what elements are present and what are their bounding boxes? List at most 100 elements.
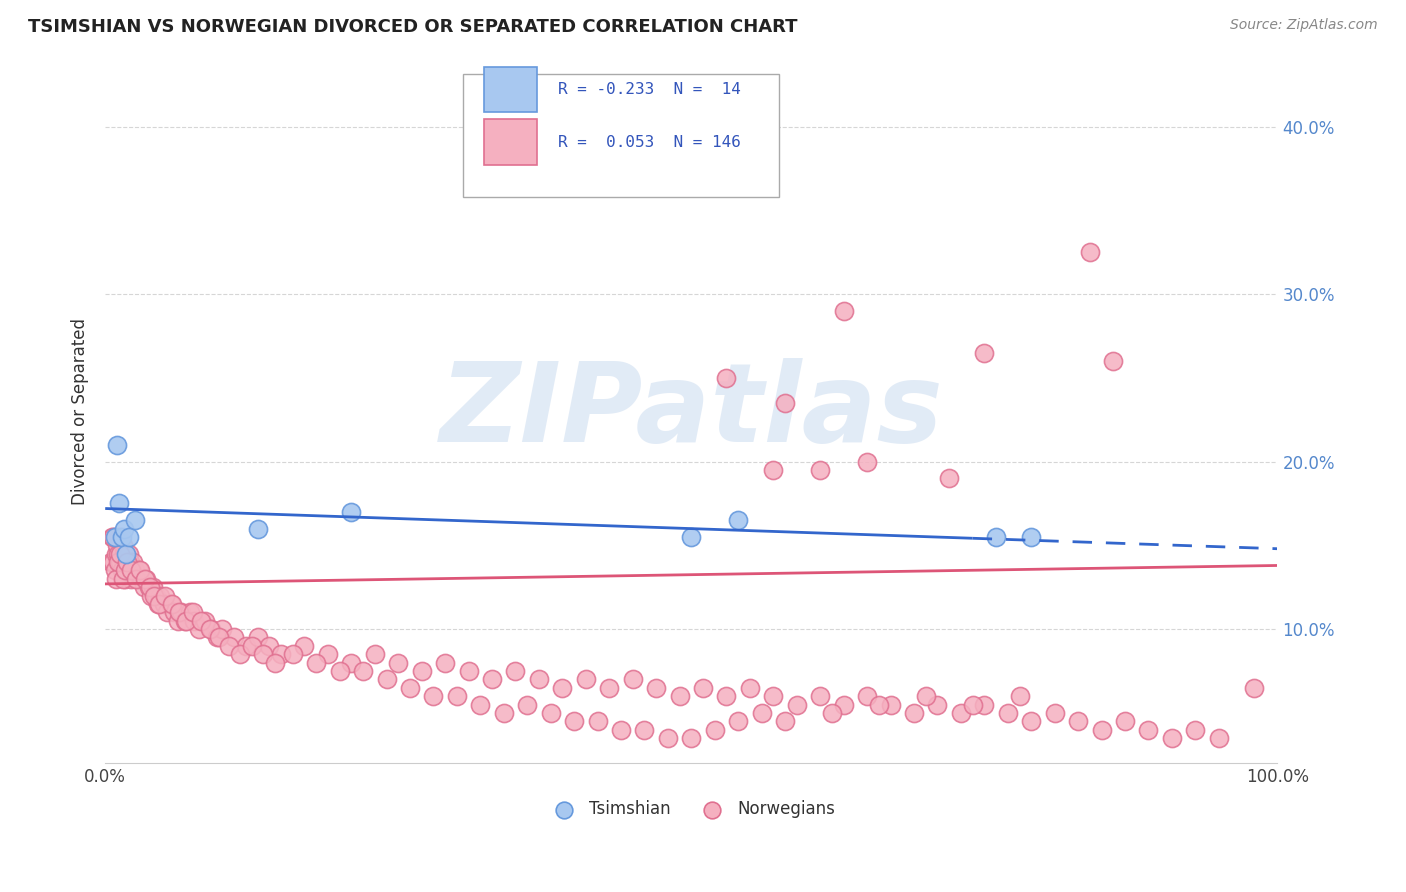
Point — [240, 639, 263, 653]
Point — [134, 572, 156, 586]
Point — [1184, 723, 1206, 737]
Point — [252, 647, 274, 661]
Point — [148, 597, 170, 611]
Point — [727, 714, 749, 729]
Point — [329, 664, 352, 678]
Point — [107, 555, 129, 569]
Point — [111, 530, 134, 544]
Point — [527, 673, 550, 687]
Point — [146, 597, 169, 611]
Point — [181, 606, 204, 620]
Point — [422, 689, 444, 703]
Point — [179, 606, 201, 620]
Point — [117, 564, 139, 578]
Point — [145, 589, 167, 603]
Point — [110, 555, 132, 569]
Point — [194, 614, 217, 628]
Point — [949, 706, 972, 720]
Point — [703, 723, 725, 737]
Point — [135, 572, 157, 586]
Point — [786, 698, 808, 712]
Point — [101, 530, 124, 544]
Point — [716, 371, 738, 385]
Point — [692, 681, 714, 695]
Point — [352, 664, 374, 678]
Point — [224, 631, 246, 645]
Point — [434, 656, 457, 670]
Point — [773, 714, 796, 729]
Point — [156, 606, 179, 620]
Point — [1008, 689, 1031, 703]
Point — [229, 647, 252, 661]
Point — [128, 564, 150, 578]
Point — [167, 614, 190, 628]
Point — [118, 530, 141, 544]
Point — [211, 622, 233, 636]
Point — [122, 555, 145, 569]
Point — [235, 639, 257, 653]
Point — [108, 530, 131, 544]
Point — [1102, 354, 1125, 368]
Point — [129, 564, 152, 578]
Point — [117, 555, 139, 569]
Point — [633, 723, 655, 737]
Point — [984, 530, 1007, 544]
Point — [125, 572, 148, 586]
Point — [340, 505, 363, 519]
Point — [681, 731, 703, 745]
Point — [305, 656, 328, 670]
Point — [832, 698, 855, 712]
Point — [762, 689, 785, 703]
Point — [446, 689, 468, 703]
Point — [1114, 714, 1136, 729]
Point — [208, 631, 231, 645]
Point — [124, 513, 146, 527]
Bar — [484, 67, 537, 112]
Point — [107, 547, 129, 561]
Point — [879, 698, 901, 712]
Point — [218, 639, 240, 653]
Point — [1208, 731, 1230, 745]
Point — [103, 530, 125, 544]
Point — [668, 161, 690, 176]
Point — [259, 639, 281, 653]
Point — [111, 538, 134, 552]
Point — [143, 589, 166, 603]
Point — [104, 547, 127, 561]
Point — [160, 597, 183, 611]
Point — [124, 564, 146, 578]
Point — [112, 522, 135, 536]
Point — [108, 496, 131, 510]
Point — [1043, 706, 1066, 720]
Point — [105, 538, 128, 552]
Point — [470, 698, 492, 712]
Point — [1243, 681, 1265, 695]
Point — [340, 656, 363, 670]
Point — [868, 698, 890, 712]
Point — [598, 681, 620, 695]
Point — [938, 471, 960, 485]
Point — [104, 572, 127, 586]
Point — [457, 664, 479, 678]
Point — [170, 606, 193, 620]
Point — [856, 455, 879, 469]
Point — [174, 614, 197, 628]
Point — [118, 555, 141, 569]
Point — [163, 606, 186, 620]
Point — [167, 606, 190, 620]
Point — [727, 513, 749, 527]
Point — [562, 714, 585, 729]
Point — [153, 589, 176, 603]
Text: R =  0.053  N = 146: R = 0.053 N = 146 — [558, 135, 741, 150]
Point — [190, 614, 212, 628]
Point — [111, 564, 134, 578]
Point — [183, 614, 205, 628]
Point — [142, 580, 165, 594]
Point — [505, 664, 527, 678]
Point — [621, 673, 644, 687]
Point — [174, 614, 197, 628]
Point — [516, 698, 538, 712]
Point — [914, 689, 936, 703]
Point — [738, 681, 761, 695]
Point — [387, 656, 409, 670]
